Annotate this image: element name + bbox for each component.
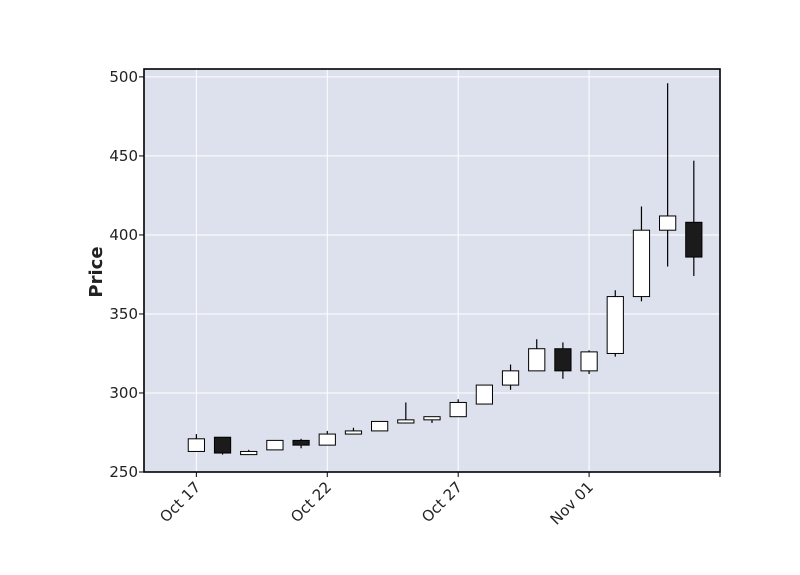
x-tick-label: Nov 01	[547, 478, 597, 528]
candle-body-down	[685, 221, 703, 258]
candle-body-down	[292, 439, 310, 446]
candle-body-up	[528, 348, 546, 372]
candle	[371, 420, 389, 432]
y-tick-label: 250	[109, 463, 138, 481]
plot-frame	[143, 68, 721, 473]
candle-body-up	[580, 351, 598, 372]
y-tick-label: 400	[109, 226, 138, 244]
y-axis: 250 300 350 400 450 500	[109, 68, 144, 481]
candle	[659, 83, 677, 267]
candle	[475, 384, 493, 405]
x-axis: Oct 17 Oct 22 Oct 27 Nov 01	[156, 472, 721, 528]
candle-body-up	[187, 438, 205, 452]
candle-body-up	[475, 384, 493, 405]
candle-body-up	[318, 433, 336, 446]
candle-body-down	[213, 436, 232, 454]
candle	[187, 434, 205, 452]
candle-body-up	[449, 401, 467, 418]
candle	[554, 342, 572, 379]
candle	[632, 206, 651, 302]
y-tick-label: 450	[109, 147, 138, 165]
candle	[501, 364, 520, 390]
candle	[213, 436, 232, 455]
candle-body-up	[501, 370, 520, 386]
candle-body-up	[397, 419, 415, 424]
candle	[685, 160, 703, 277]
plot-area	[144, 69, 720, 472]
candle	[318, 430, 336, 446]
candle	[292, 438, 310, 449]
candle	[397, 402, 415, 424]
y-axis-title: Price	[86, 246, 107, 297]
candle	[344, 427, 363, 435]
candle-body-up	[659, 215, 677, 231]
y-tick-label: 300	[109, 384, 138, 402]
x-tick-label: Oct 17	[156, 478, 204, 526]
candles	[187, 83, 703, 456]
candle	[528, 339, 546, 372]
candle-body-up	[371, 420, 389, 432]
x-tick-label: Oct 27	[418, 478, 466, 526]
candle	[423, 416, 441, 424]
x-tick-label: Oct 22	[287, 478, 335, 526]
y-tick-label: 500	[109, 68, 138, 86]
candle-body-up	[632, 229, 651, 298]
candle-body-up	[423, 416, 441, 421]
candle-body-down	[554, 348, 572, 372]
candle	[266, 439, 284, 451]
candle	[449, 399, 467, 418]
candle-body-up	[240, 450, 258, 456]
y-tick-label: 350	[109, 305, 138, 323]
candle	[606, 290, 624, 357]
candle-body-up	[266, 439, 284, 451]
candle-body-up	[344, 430, 363, 435]
candle	[580, 350, 598, 375]
candle	[240, 449, 258, 456]
candle-body-up	[606, 296, 624, 354]
